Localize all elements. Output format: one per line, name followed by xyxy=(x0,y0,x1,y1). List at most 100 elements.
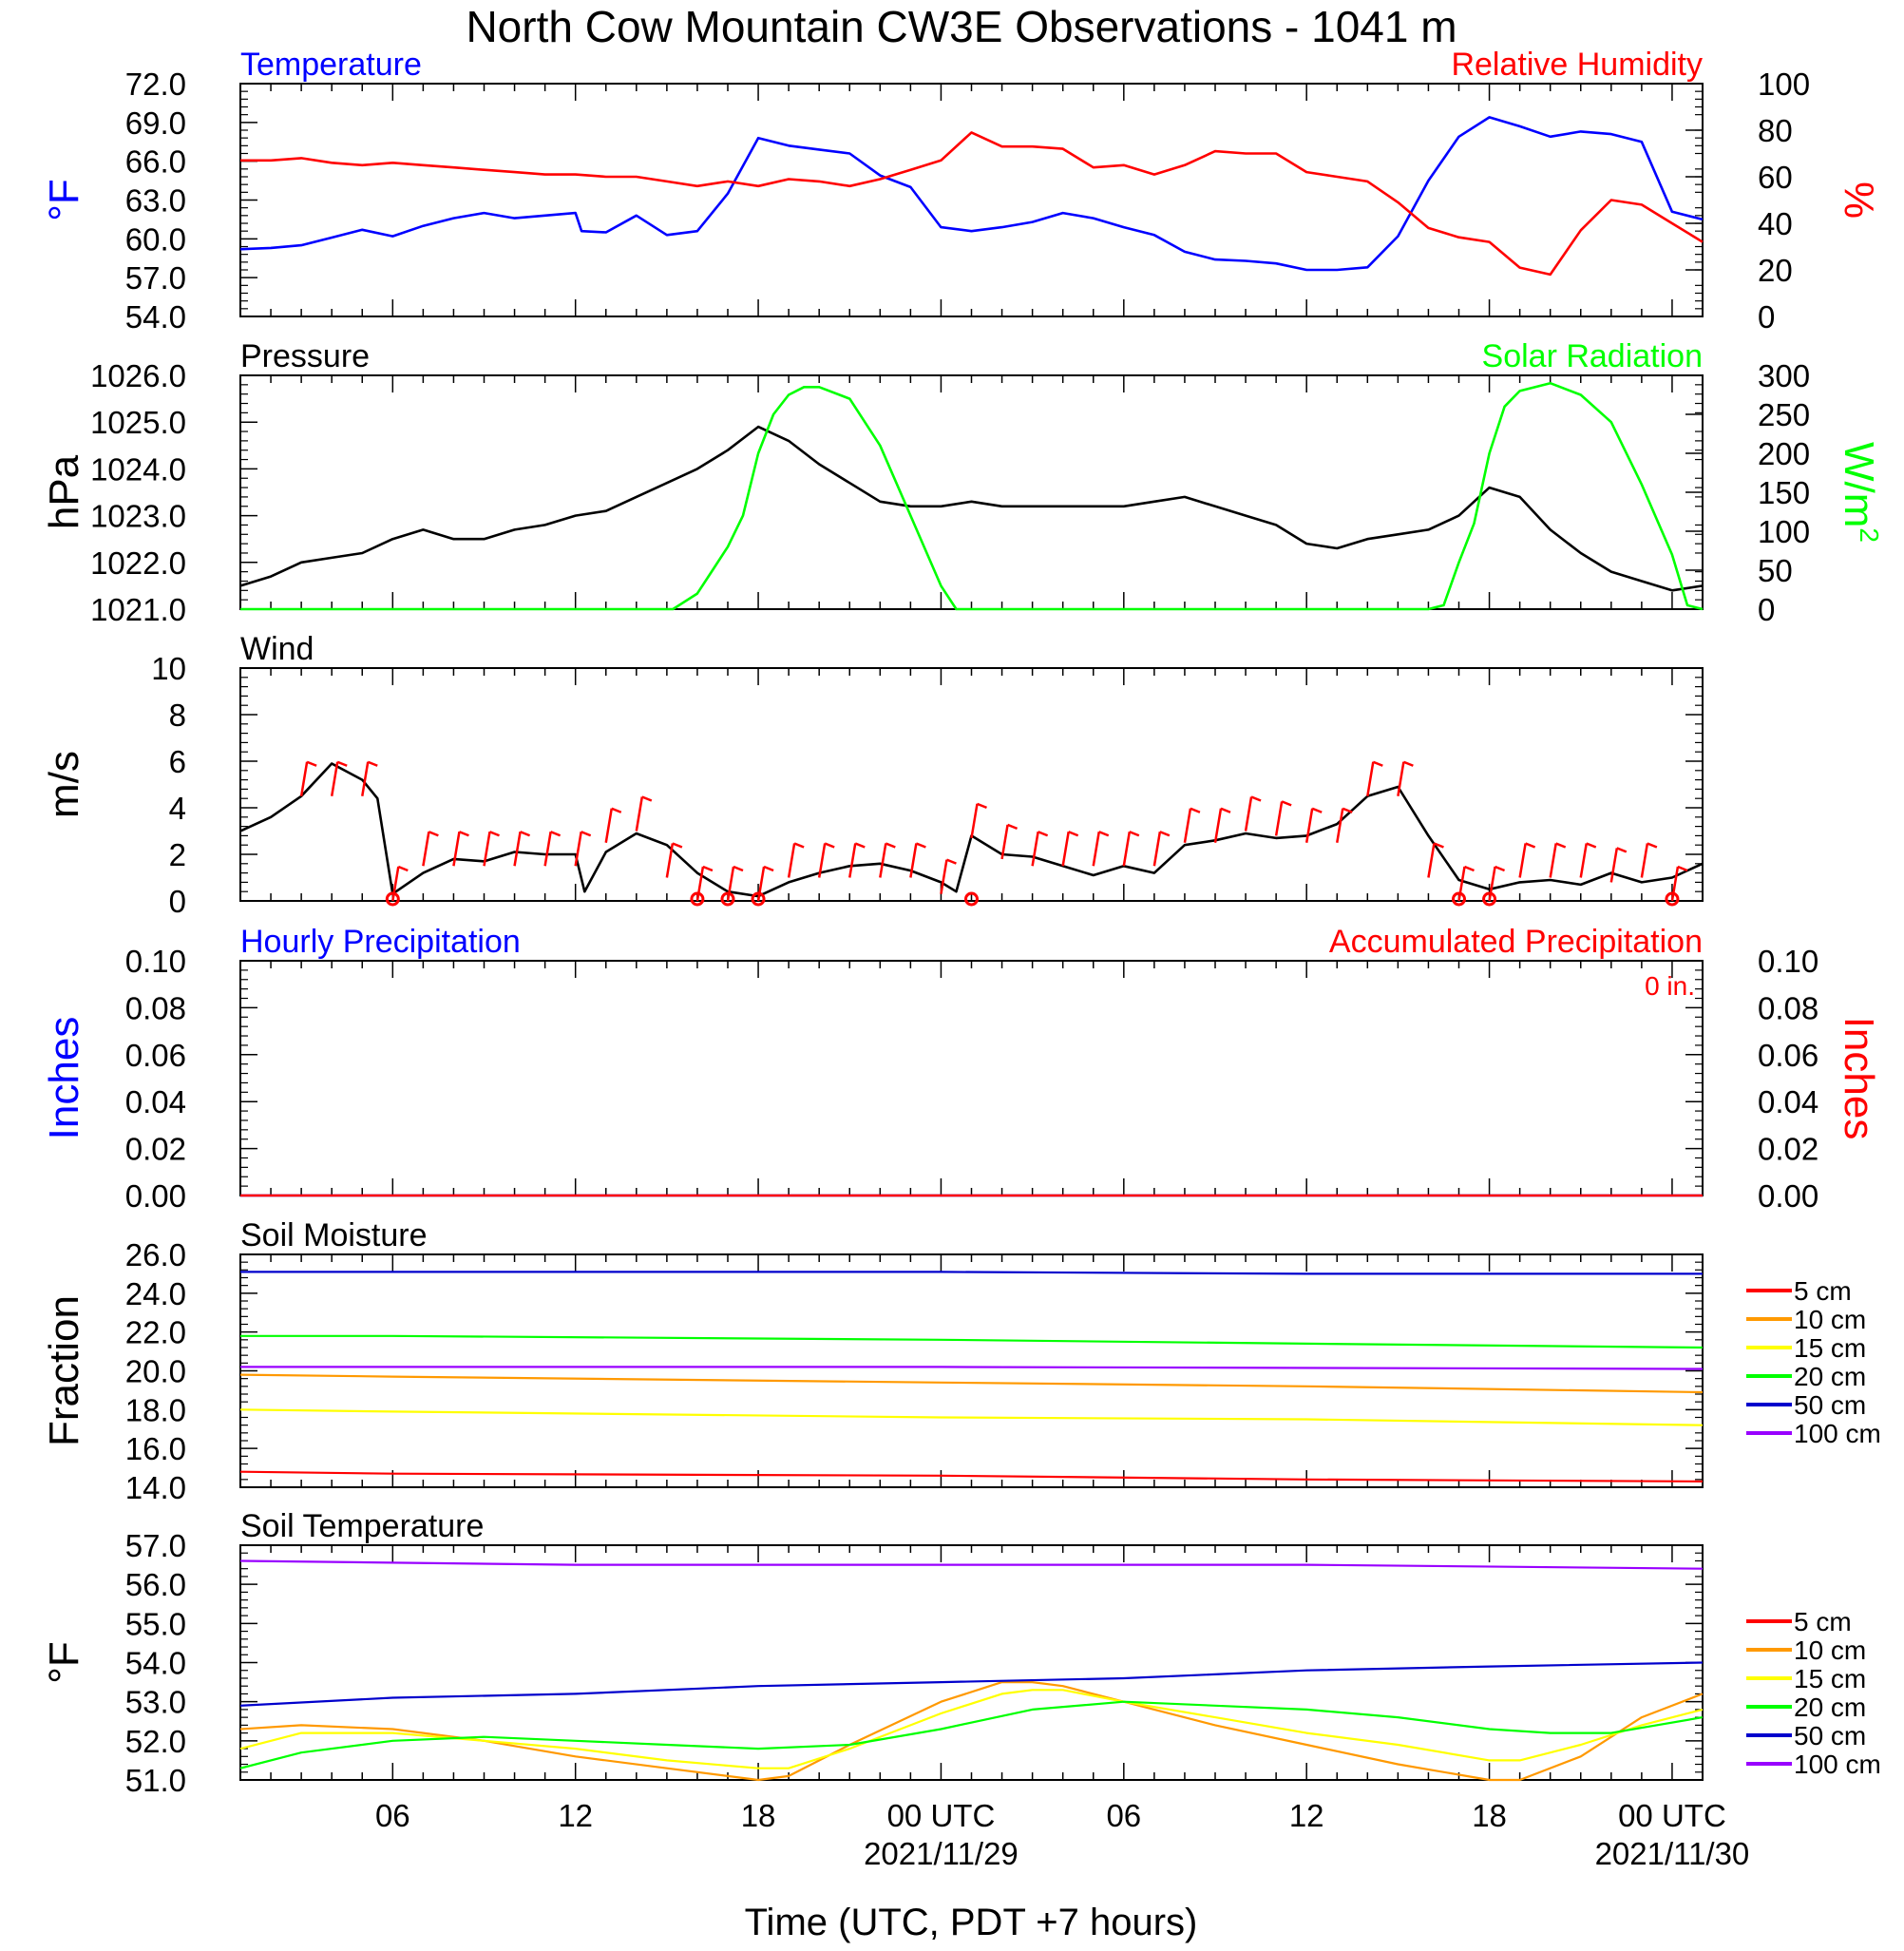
y-left-tick-label: 60.0 xyxy=(125,221,186,257)
y-left-tick-label: 6 xyxy=(169,744,186,779)
y-right-tick-label: 0 xyxy=(1758,299,1775,335)
wind-barb-flag xyxy=(611,807,622,813)
x-tick-label: 12 xyxy=(558,1798,593,1833)
y-right-tick-label: 150 xyxy=(1758,475,1810,510)
y-right-tick-label: 0.04 xyxy=(1758,1084,1818,1119)
wind-barb-flag xyxy=(550,831,562,837)
wind-barb xyxy=(1549,843,1557,878)
wind-barb xyxy=(635,796,644,832)
wind-barb xyxy=(1518,843,1527,878)
wind-barb-flag xyxy=(1190,807,1201,813)
wind-barb-flag xyxy=(306,760,317,767)
wind-barb-flag xyxy=(1433,842,1444,849)
wind-barb-flag xyxy=(1616,847,1628,853)
y-left-tick-label: 54.0 xyxy=(125,299,186,335)
x-tick-label: 18 xyxy=(1472,1798,1507,1833)
wind-barb-flag xyxy=(336,760,348,767)
y-left-tick-label: 55.0 xyxy=(125,1606,186,1641)
y-left-axis-title: °F xyxy=(41,179,87,220)
y-left-axis-title: m/s xyxy=(41,751,87,818)
legend-label: 10 cm xyxy=(1794,1635,1866,1665)
plot-frame xyxy=(239,1544,1704,1781)
wind-barb xyxy=(1152,832,1162,867)
series-line-100-cm xyxy=(240,1366,1704,1370)
calm-wind-circle xyxy=(385,891,400,907)
wind-barb-flag xyxy=(397,865,409,872)
wind-barb-flag xyxy=(763,865,774,872)
wind-barb xyxy=(1579,843,1588,878)
y-left-tick-label: 51.0 xyxy=(125,1763,186,1798)
wind-barb-flag xyxy=(945,858,957,865)
wind-barb-flag xyxy=(915,842,926,849)
panel-title-left: Soil Temperature xyxy=(240,1508,484,1544)
y-left-axis-title: Inches xyxy=(41,1017,87,1140)
wind-barb-flag xyxy=(641,795,653,802)
y-right-tick-label: 0.10 xyxy=(1758,944,1818,979)
wind-barb xyxy=(1336,808,1344,843)
y-left-tick-label: 0.08 xyxy=(125,990,186,1025)
y-left-tick-label: 22.0 xyxy=(125,1315,186,1350)
plot-frame xyxy=(239,83,1704,317)
wind-barb-flag xyxy=(520,831,531,837)
wind-barb-flag xyxy=(1555,842,1567,849)
y-left-tick-label: 1024.0 xyxy=(90,451,186,487)
y-left-tick-label: 57.0 xyxy=(125,1528,186,1563)
x-tick-label: 06 xyxy=(1106,1798,1141,1833)
y-right-tick-label: 100 xyxy=(1758,514,1810,549)
wind-barb-flag xyxy=(1250,795,1262,802)
calm-wind-circle xyxy=(690,891,705,907)
legend-label: 100 cm xyxy=(1794,1750,1881,1779)
panel-5: 14.0 16.0 18.020.0 22.0 24.0 26.0 Soil Moistur… xyxy=(41,1217,1881,1505)
wind-barb xyxy=(330,761,339,796)
series-line-50-cm xyxy=(239,1661,1704,1707)
wind-barb xyxy=(1670,866,1680,902)
wind-barb-flag xyxy=(977,802,987,810)
wind-barb xyxy=(1213,808,1223,843)
wind-barb xyxy=(483,832,491,867)
y-left-tick-label: 57.0 xyxy=(125,260,186,296)
y-left-axis-title: Fraction xyxy=(41,1295,87,1446)
wind-barb xyxy=(422,832,430,867)
y-left-tick-label: 0.04 xyxy=(125,1084,186,1119)
x-tick-date-label: 2021/11/30 xyxy=(1595,1836,1750,1871)
y-right-tick-label: 0.08 xyxy=(1758,990,1818,1025)
y-left-tick-label: 14.0 xyxy=(125,1470,186,1505)
wind-barb xyxy=(1274,801,1284,836)
plot-frame xyxy=(239,667,1704,902)
wind-barb xyxy=(695,866,705,902)
wind-barb-flag xyxy=(1068,831,1079,837)
y-left-tick-label: 2 xyxy=(169,837,186,872)
y-right-tick-label: 20 xyxy=(1758,253,1793,288)
y-right-axis-title-text: % xyxy=(1836,182,1882,219)
y-right-tick-label: 0.06 xyxy=(1758,1038,1818,1073)
wind-barb-flag xyxy=(733,865,744,872)
legend-label: 20 cm xyxy=(1794,1362,1866,1391)
wind-barb xyxy=(391,866,400,902)
y-left-tick-label: 1026.0 xyxy=(90,358,186,393)
wind-barb xyxy=(299,761,309,796)
series-line-100-cm xyxy=(239,1559,1704,1570)
wind-barb-flag xyxy=(1007,823,1019,831)
wind-barb xyxy=(1061,832,1070,867)
y-left-tick-label: 0.02 xyxy=(125,1132,186,1167)
wind-barb xyxy=(970,803,979,839)
series-line-20-cm xyxy=(240,1334,1704,1349)
wind-barb xyxy=(1366,761,1375,796)
y-right-tick-label: 100 xyxy=(1758,67,1810,102)
wind-barb xyxy=(848,843,857,878)
wind-barb-flag xyxy=(1464,865,1475,872)
wind-barb xyxy=(361,761,370,796)
y-right-axis-title-superscript: 2 xyxy=(1855,527,1884,543)
y-left-tick-label: 26.0 xyxy=(125,1237,186,1272)
panel-2: 1021.0 1022.0 1023.0 1024.0 1025.0 1026.0 0 50 1… xyxy=(41,338,1884,627)
panel-4: 0.00 0.02 0.04 0.06 0.08 0.10 0.00 0.02 0.04 0.06… xyxy=(41,924,1882,1214)
wind-barb xyxy=(817,843,827,878)
wind-barb xyxy=(1183,808,1192,843)
calm-wind-circle xyxy=(1452,891,1466,907)
y-right-tick-label: 0.00 xyxy=(1758,1178,1818,1214)
y-left-tick-label: 56.0 xyxy=(125,1567,186,1602)
series-line-temperature xyxy=(239,116,1704,272)
y-left-tick-label: 0.10 xyxy=(125,944,186,979)
legend-label: 5 cm xyxy=(1794,1607,1852,1636)
